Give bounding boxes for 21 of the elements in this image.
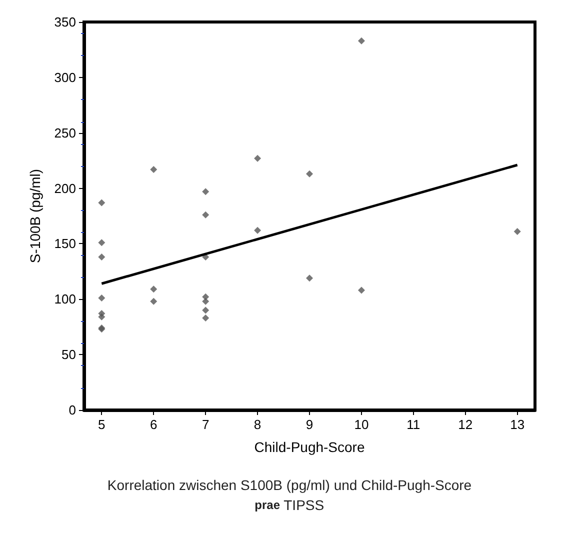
x-tick-label: 13 [510,417,525,432]
x-tick-label: 7 [202,417,210,432]
y-tick-label: 150 [54,236,76,252]
y-tick-label: 350 [54,14,76,30]
y-tick-label: 50 [62,347,76,362]
x-tick-label: 10 [354,417,369,432]
y-axis-title: S-100B (pg/ml) [27,168,43,264]
y-tick-label: 0 [68,402,76,418]
x-tick-label: 12 [458,417,473,432]
text: prae TIPSS [254,497,324,513]
y-tick-label: 100 [54,292,76,307]
x-axis-title: Child-Pugh-Score [254,439,365,455]
x-tick-label: 6 [150,417,158,432]
y-tick-label: 250 [54,125,76,140]
y-tick-label: 200 [54,180,76,196]
x-tick-label: 5 [98,417,106,432]
x-tick-label: 9 [306,417,314,432]
text: Korrelation zwischen S100B (pg/ml) und Child-Pugh-Score [107,477,472,493]
x-tick-label: 8 [254,417,262,432]
x-tick-label: 11 [406,417,420,432]
y-tick-label: 300 [54,70,76,85]
